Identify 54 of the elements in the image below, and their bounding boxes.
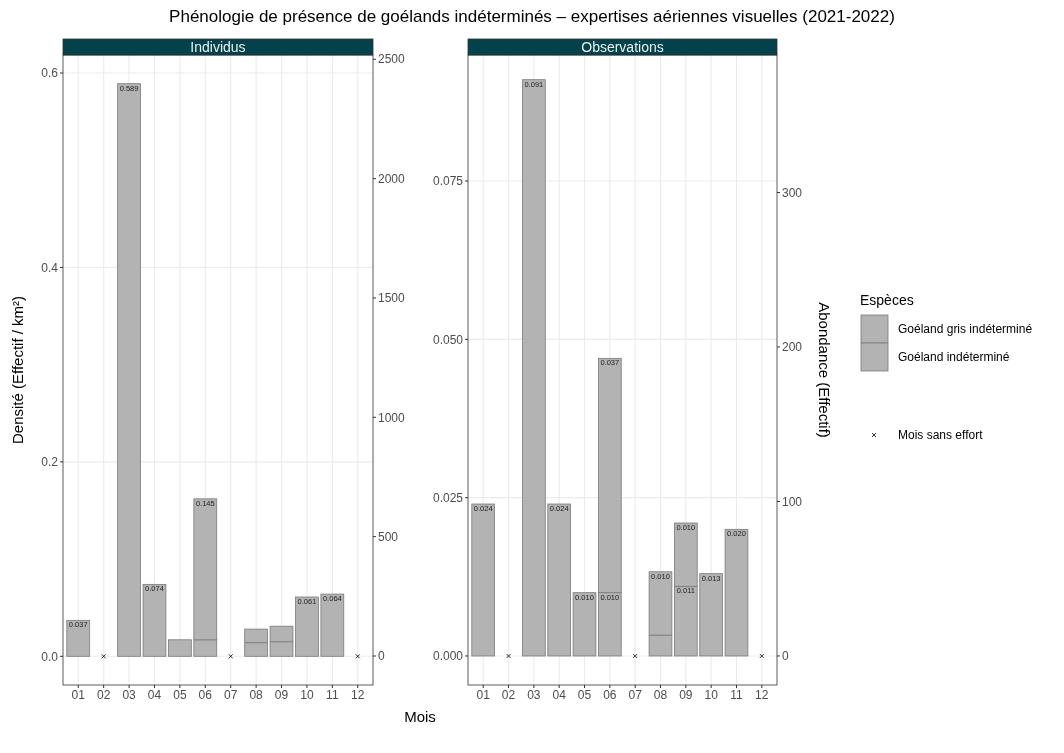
x-tick-label: 09 — [274, 688, 289, 702]
x-tick-label: 02 — [96, 688, 111, 702]
x-tick-label: 11 — [326, 688, 339, 702]
y-tick-label: 0.000 — [432, 649, 464, 664]
x-tick-label: 10 — [704, 688, 719, 702]
x-tick-label: 04 — [147, 688, 162, 702]
y-axis-title: Densité (Effectif / km²) — [9, 295, 26, 445]
text: Phénologie de présence de goélands indéterminés – expertises aériennes visuelles (2021-2022) — [169, 7, 895, 26]
x-tick-label: 03 — [122, 688, 137, 702]
x-tick-label: 04 — [552, 688, 567, 702]
x-tick-label: 06 — [198, 688, 213, 702]
legend-label: Goéland gris indéterminé — [898, 322, 1033, 337]
x-tick-label: 07 — [224, 688, 238, 702]
y2-tick-label: 2000 — [378, 171, 406, 186]
x-tick-label: 05 — [173, 688, 187, 702]
x-tick-label: 08 — [653, 688, 668, 702]
y-tick-label: 0.2 — [41, 455, 59, 470]
x-tick-label: 12 — [755, 688, 769, 702]
bar — [66, 619, 91, 657]
x-tick-label: 08 — [249, 688, 264, 702]
y2-tick-label: 100 — [782, 494, 803, 509]
x-tick-label: 09 — [679, 688, 693, 702]
y-tick-label: 0.6 — [41, 66, 59, 81]
y-tick-label: 0.050 — [432, 332, 464, 347]
y-tick-label: 0.075 — [432, 174, 464, 189]
y2-tick-label: 500 — [378, 529, 399, 544]
bar — [471, 503, 495, 657]
x-tick-label: 05 — [577, 688, 592, 702]
x-axis-title: Mois — [404, 708, 436, 725]
x-tick-label: 06 — [603, 688, 617, 702]
y-tick-label: 0.0 — [41, 649, 59, 664]
chart-subtitle: Observations — [581, 38, 664, 55]
x-tick-label: 02 — [501, 688, 516, 702]
x-tick-label: 07 — [628, 688, 643, 702]
y2-tick-label: 300 — [782, 185, 803, 200]
y2-tick-label: 1500 — [378, 291, 406, 306]
y2-tick-label: 2500 — [378, 52, 406, 67]
x-tick-label: 03 — [527, 688, 541, 702]
y-tick-label: 0.4 — [41, 260, 59, 275]
y2-axis-title: Abondance (Effectif) — [816, 302, 833, 438]
legend-label: Goéland indéterminé — [898, 350, 1010, 365]
legend-title: Espèces — [860, 292, 914, 308]
y2-tick-label: 0 — [782, 649, 789, 664]
x-tick-label: 11 — [730, 688, 744, 702]
chart-subtitle: Individus — [190, 38, 246, 55]
legend-label: Mois sans effort — [898, 428, 984, 443]
y2-tick-label: 200 — [782, 340, 803, 355]
y-tick-label: 0.025 — [432, 490, 464, 505]
y2-tick-label: 1000 — [378, 410, 406, 425]
x-tick-label: 12 — [351, 688, 365, 702]
x-tick-label: 10 — [300, 688, 314, 702]
x-tick-label: 01 — [476, 688, 491, 702]
x-tick-label: 01 — [71, 688, 86, 702]
y2-tick-label: 0 — [378, 649, 385, 664]
